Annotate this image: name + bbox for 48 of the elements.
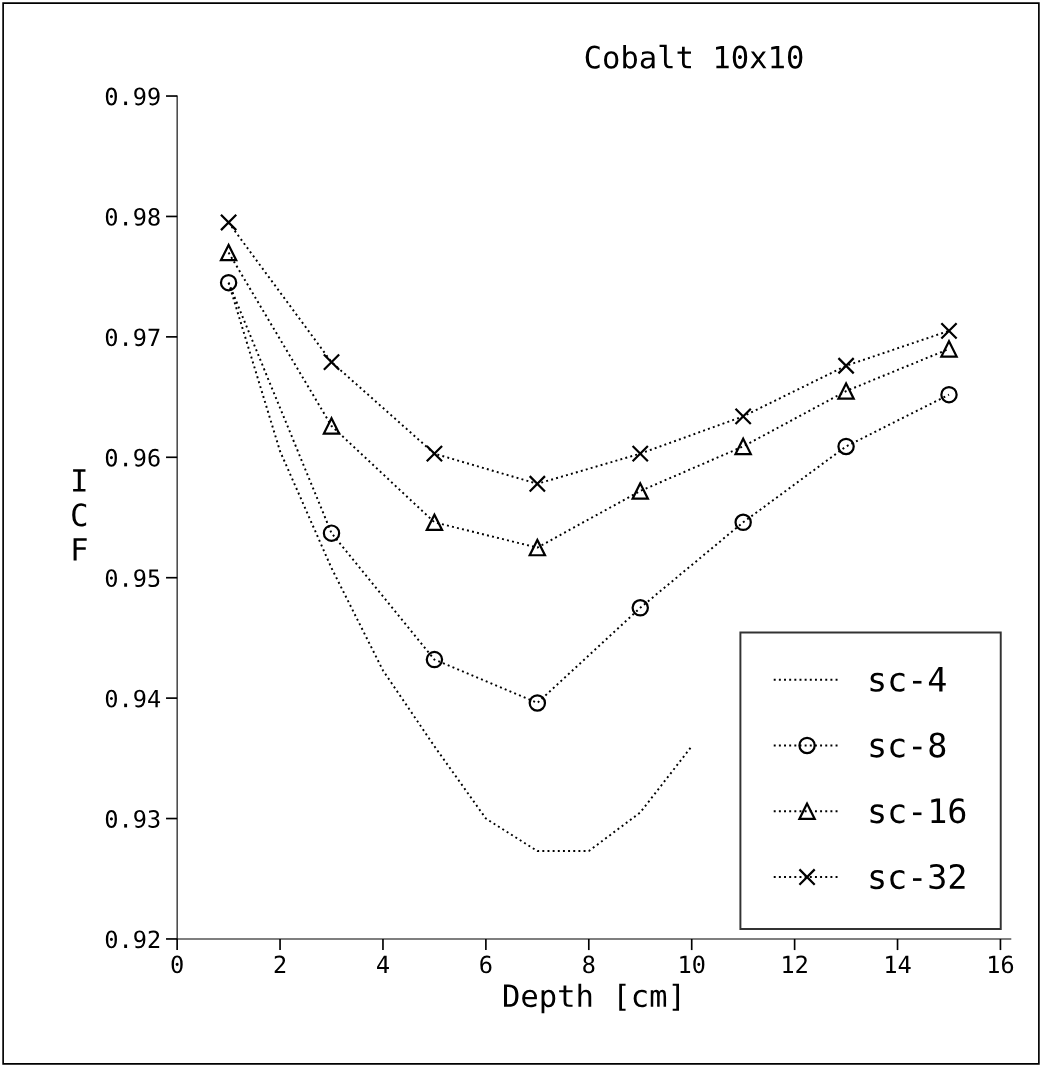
- point: [631, 444, 649, 463]
- point: [425, 650, 444, 669]
- x-tick-label: 8: [583, 955, 595, 974]
- point: [940, 385, 958, 404]
- point: [322, 417, 341, 435]
- point: [528, 694, 547, 712]
- x-tick-label: 4: [377, 955, 389, 973]
- point: [734, 437, 752, 456]
- x-tick-label: 16: [989, 955, 1014, 974]
- point: [940, 340, 958, 358]
- point: [219, 273, 238, 292]
- legend-label: sc-4: [870, 667, 946, 692]
- x-tick-label: 6: [480, 955, 492, 974]
- legend-label: sc-8: [870, 732, 946, 758]
- point: [940, 322, 958, 340]
- point: [425, 513, 444, 532]
- y-tick-label: 0.94: [105, 689, 161, 708]
- point: [631, 599, 649, 617]
- legend-label: sc-16: [870, 798, 966, 824]
- point: [219, 213, 238, 232]
- y-tick-label: 0.99: [105, 87, 160, 106]
- x-tick-label: 0: [171, 955, 183, 974]
- y-tick-label: 0.95: [105, 569, 160, 588]
- y-tick-label: 0.92: [105, 930, 160, 949]
- legend-label: sc-32: [870, 863, 965, 890]
- point: [528, 538, 547, 557]
- y-axis-title: ICF: [72, 469, 87, 561]
- x-tick-label: 10: [680, 955, 705, 974]
- chart-title: Cobalt 10x10: [585, 44, 803, 69]
- point: [322, 353, 341, 371]
- x-axis-title: Depth [cm]: [504, 983, 680, 1014]
- point: [734, 407, 752, 426]
- y-tick-label: 0.96: [105, 448, 160, 467]
- point: [631, 482, 649, 500]
- point: [528, 475, 547, 493]
- y-tick-label: 0.98: [105, 207, 160, 226]
- x-tick-label: 12: [783, 955, 807, 973]
- y-tick-label: 0.97: [105, 328, 160, 347]
- point: [425, 444, 444, 463]
- point: [837, 437, 855, 456]
- x-tick-label: 14: [886, 955, 911, 973]
- y-tick-label: 0.93: [105, 810, 160, 828]
- point: [322, 524, 341, 542]
- point: [734, 513, 752, 532]
- point: [219, 243, 238, 262]
- point: [837, 382, 855, 400]
- point: [837, 357, 855, 375]
- x-tick-label: 2: [274, 955, 286, 973]
